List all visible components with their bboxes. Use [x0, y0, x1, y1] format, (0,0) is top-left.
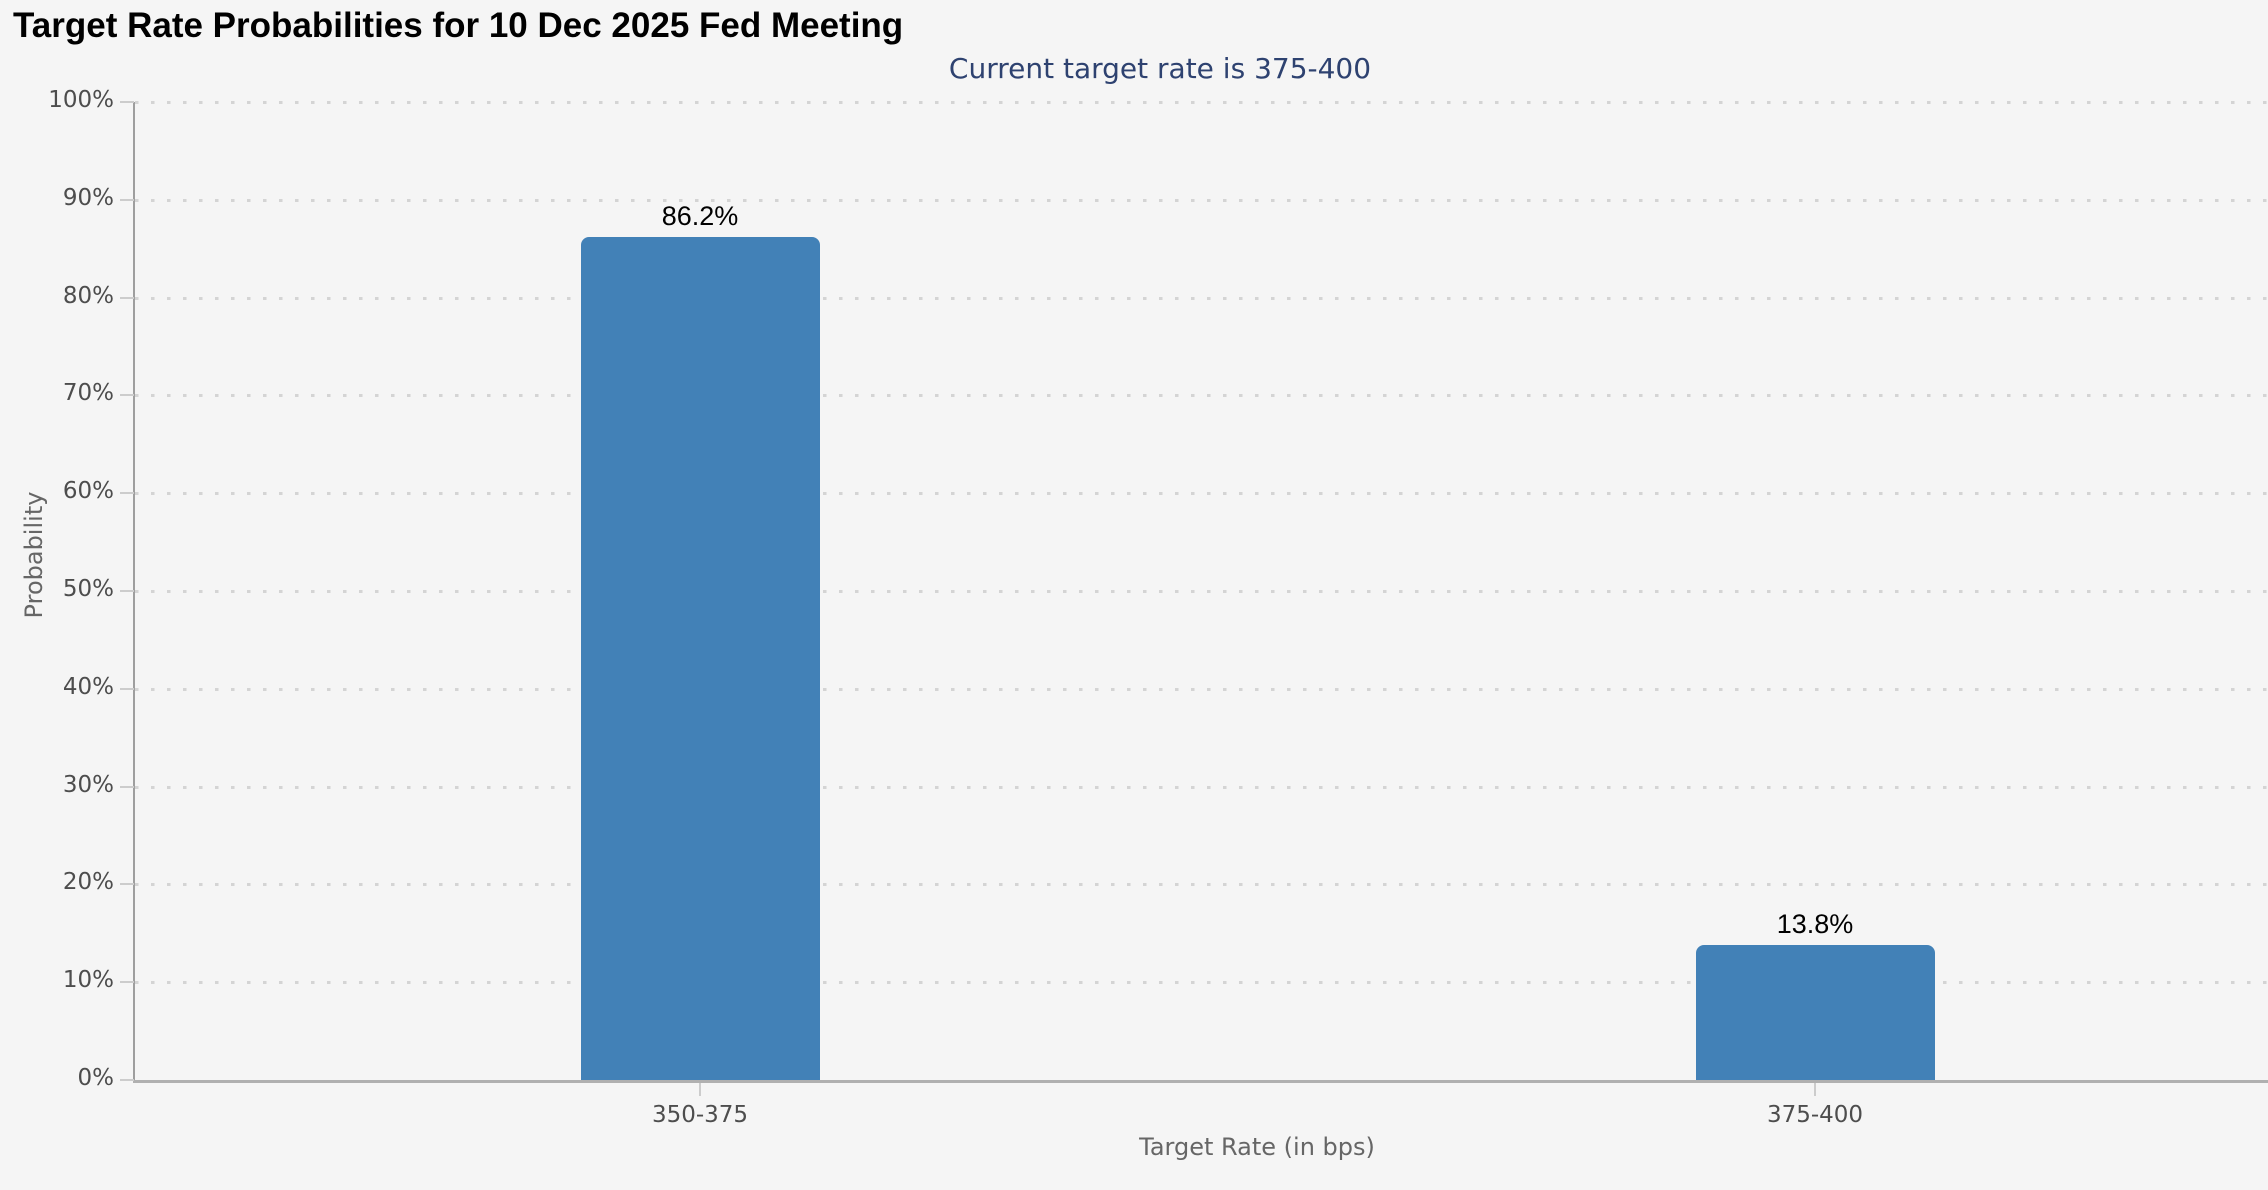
y-tick-label: 20% — [62, 869, 114, 896]
y-tick-label: 30% — [62, 771, 114, 798]
y-axis-tick — [120, 1079, 134, 1081]
probability-bar[interactable] — [1695, 945, 1935, 1080]
x-axis-title: Target Rate (in bps) — [1139, 1133, 1375, 1161]
x-category-label: 350-375 — [651, 1102, 749, 1128]
y-tick-label: 40% — [62, 673, 114, 700]
plot-area — [135, 101, 2268, 1080]
gridline — [135, 883, 2268, 887]
chart-subtitle: Current target rate is 375-400 — [948, 52, 1372, 85]
y-tick-label: 90% — [62, 184, 114, 211]
gridline — [135, 394, 2268, 398]
y-tick-label: 50% — [62, 576, 114, 602]
gridline — [135, 492, 2268, 496]
y-axis-tick — [120, 785, 134, 788]
gridline — [135, 785, 2268, 789]
gridline — [135, 198, 2268, 202]
y-axis-tick — [120, 492, 134, 495]
y-tick-label: 80% — [62, 282, 114, 309]
gridline — [135, 101, 2268, 104]
y-axis-tick — [120, 198, 134, 201]
y-tick-label: 70% — [62, 380, 114, 407]
gridline — [135, 981, 2268, 985]
y-axis-tick — [120, 981, 134, 984]
y-axis-tick — [120, 590, 134, 592]
x-category-label: 375-400 — [1766, 1102, 1864, 1128]
y-axis-title: Probability — [20, 491, 48, 619]
y-axis-tick — [120, 394, 134, 397]
gridline — [135, 687, 2268, 691]
y-axis-tick — [120, 101, 134, 103]
gridline — [135, 296, 2268, 300]
bar-value-label: 86.2% — [661, 200, 739, 231]
y-axis-tick — [120, 687, 134, 690]
x-axis-tick — [1814, 1083, 1816, 1096]
y-tick-label: 100% — [48, 87, 114, 113]
y-axis-tick — [120, 883, 134, 886]
y-axis-line — [133, 102, 135, 1082]
x-axis-line — [133, 1080, 2268, 1083]
y-axis-tick — [120, 296, 134, 299]
bar-value-label: 13.8% — [1776, 909, 1854, 940]
x-axis-tick — [699, 1083, 701, 1096]
y-tick-label: 60% — [62, 478, 114, 505]
probability-bar[interactable] — [580, 236, 820, 1080]
y-tick-label: 0% — [77, 1065, 115, 1091]
chart-title: Target Rate Probabilities for 10 Dec 202… — [13, 6, 904, 45]
y-tick-label: 10% — [62, 967, 114, 994]
gridline — [135, 590, 2268, 593]
